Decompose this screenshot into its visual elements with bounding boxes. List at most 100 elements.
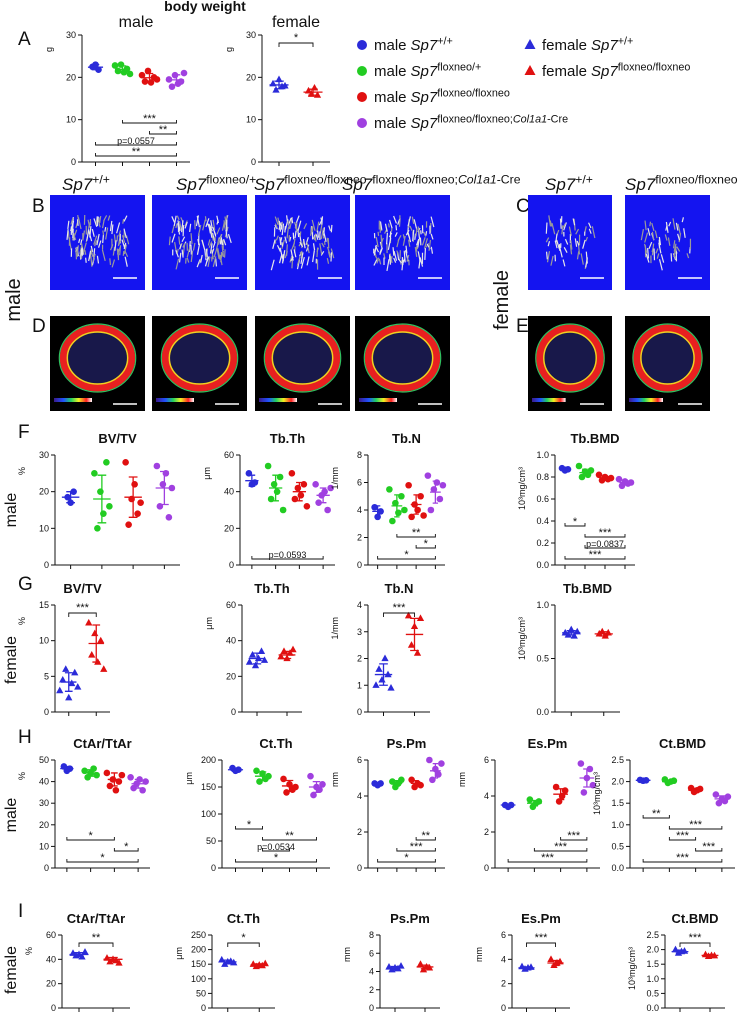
microct-image: [255, 195, 350, 290]
trabecula: [80, 249, 84, 256]
chart-title: Es.Pm: [521, 911, 561, 926]
trabecula: [660, 254, 665, 263]
trabecula: [319, 223, 323, 234]
y-tick-label: 40: [39, 777, 49, 787]
data-point: [615, 475, 623, 483]
trabecula: [303, 223, 308, 230]
mean-sd: [218, 959, 237, 965]
trabecula: [379, 221, 383, 230]
trabecula: [124, 256, 128, 267]
y-tick-label: 0.8: [536, 472, 549, 482]
trabecula: [656, 253, 660, 259]
text-segment: -Cre: [547, 113, 568, 125]
mean-sd: [155, 470, 174, 506]
trabecula: [118, 230, 121, 237]
significance-bracket: [235, 826, 263, 830]
data-point: [260, 656, 269, 663]
trabecula: [545, 222, 548, 234]
data-point: [398, 492, 405, 500]
y-tick-label: 0: [357, 560, 362, 570]
data-point: [303, 503, 311, 510]
data-point: [273, 488, 281, 495]
trabecula: [398, 258, 403, 264]
trabecula: [204, 249, 207, 261]
significance-label: ***: [554, 841, 568, 853]
trabecula: [648, 241, 653, 250]
trabecula: [124, 250, 129, 258]
data-point: [275, 75, 283, 83]
figure-title: body weight: [164, 0, 246, 14]
trabecula: [218, 233, 223, 245]
significance-bracket: [584, 545, 626, 549]
trabecula: [312, 243, 316, 251]
significance-label: **: [421, 830, 430, 842]
trabecula: [215, 258, 218, 267]
mean-sd: [410, 780, 422, 787]
y-tick-label: 30: [246, 30, 256, 40]
y-tick-label: 15: [39, 600, 49, 610]
y-tick-label: 0: [229, 560, 234, 570]
text-segment: Col1a1: [458, 173, 497, 187]
y-axis-label: 10³mg/cm³: [517, 617, 527, 660]
color-bar: [359, 398, 397, 402]
cortex-outer: [535, 323, 605, 393]
y-tick-label: 30: [39, 798, 49, 808]
trabecula: [383, 253, 386, 259]
data-point: [134, 510, 141, 517]
trabecula: [289, 256, 293, 263]
trabecula: [409, 225, 413, 231]
cortex-inner: [640, 331, 695, 385]
trabecula: [313, 233, 317, 241]
color-bar: [532, 398, 566, 402]
data-point: [71, 668, 79, 676]
trabecula: [171, 233, 176, 243]
y-tick-label: 50: [206, 836, 216, 846]
trabecula: [67, 231, 70, 239]
marrow: [636, 328, 699, 388]
trabecula: [171, 224, 175, 234]
chart-title: Tb.Th: [254, 581, 289, 596]
trabecula: [419, 258, 424, 267]
trabecula: [373, 259, 378, 266]
y-tick-label: 40: [46, 954, 56, 964]
marrow: [165, 328, 234, 388]
chart-title: Tb.BMD: [563, 581, 612, 596]
significance-label: *: [100, 852, 105, 864]
cortex-inner: [271, 331, 334, 385]
panel-letter: C: [516, 196, 530, 217]
data-point: [91, 470, 98, 477]
text-segment: floxneo/floxneo: [284, 173, 366, 187]
trabecula: [551, 223, 556, 235]
trabecula: [66, 229, 69, 240]
trabecula: [175, 249, 179, 258]
data-point: [313, 91, 322, 98]
mean-sd: [248, 652, 266, 665]
data-point: [413, 649, 422, 656]
significance-label: *: [294, 32, 299, 44]
data-point: [371, 503, 378, 511]
text-segment: Sp7: [176, 175, 207, 194]
text-segment: floxneo/+: [206, 173, 256, 187]
trabecula: [649, 221, 652, 227]
trabecula: [423, 238, 428, 249]
legend-label: female Sp7+/+: [542, 35, 633, 54]
trabecula: [389, 255, 392, 265]
trabecula: [96, 255, 100, 264]
trabecula: [104, 226, 107, 232]
y-axis-label: %: [24, 947, 34, 955]
trabecula: [190, 233, 193, 245]
y-tick-label: 4: [369, 967, 374, 977]
trabecula: [423, 231, 427, 237]
mean-sd: [547, 959, 564, 967]
trabecula: [300, 252, 304, 264]
y-tick-label: 0.5: [611, 841, 624, 851]
trabecula: [211, 248, 215, 254]
mean-sd: [405, 617, 424, 652]
trabecula: [294, 230, 297, 239]
significance-bracket: [113, 848, 139, 852]
trabecula: [290, 249, 294, 261]
trabecula: [184, 220, 188, 227]
mean-sd: [245, 474, 259, 487]
trabecula: [216, 219, 219, 225]
trabecula: [643, 243, 648, 254]
